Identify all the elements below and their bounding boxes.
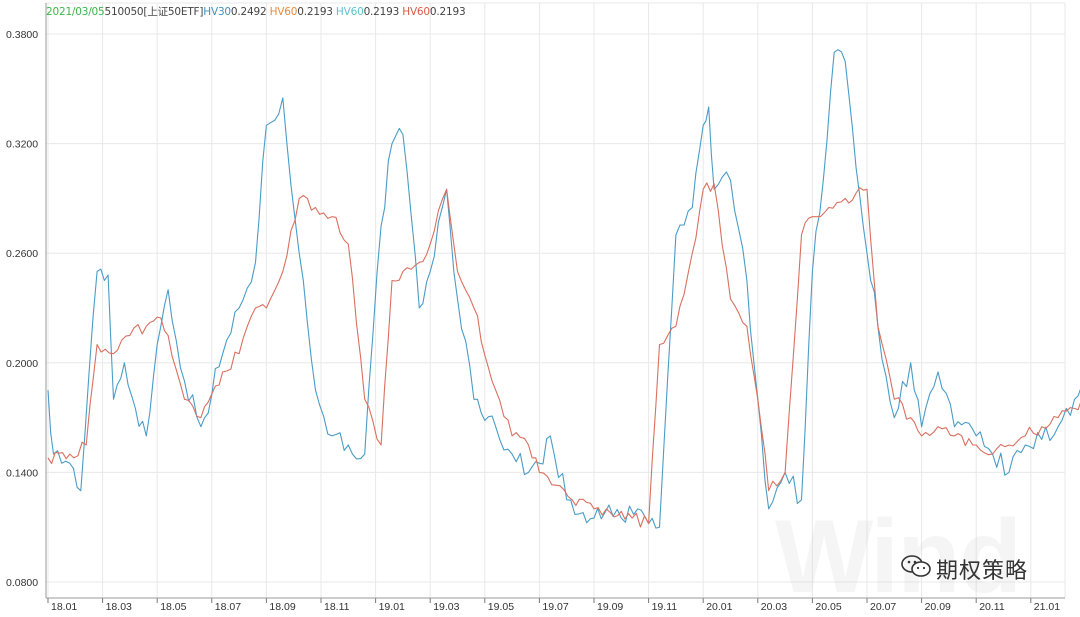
- x-tick-label: 19.01: [379, 601, 405, 613]
- wind-watermark: Wind: [775, 499, 1022, 615]
- legend-hv30-value: 0.2492: [230, 6, 267, 18]
- legend-hv60-value-1: 0.2193: [297, 6, 333, 18]
- x-tick-label: 19.05: [488, 601, 514, 613]
- legend-hv60-label-2: HV60: [335, 6, 364, 18]
- series-line-hv60: [47, 182, 1080, 528]
- y-tick-label: 0.2000: [6, 358, 38, 370]
- legend-hv30-label: HV30: [203, 6, 231, 18]
- x-tick-label: 18.09: [269, 601, 295, 613]
- legend-date: 2021/03/05: [46, 6, 105, 18]
- legend-hv60-value-2: 0.2193: [363, 6, 400, 18]
- x-tick-label: 18.11: [324, 601, 350, 613]
- y-tick-label: 0.0800: [6, 577, 38, 589]
- x-tick-label: 20.11: [979, 601, 1005, 613]
- legend-hv60-label-1: HV60: [269, 6, 298, 18]
- wechat-account-name: 期权策略: [936, 559, 1029, 584]
- y-tick-label: 0.2600: [6, 248, 38, 260]
- y-tick-label: 0.3800: [6, 29, 38, 41]
- x-tick-label: 18.05: [160, 601, 186, 613]
- legend-hv60-value-3: 0.2193: [429, 6, 466, 18]
- x-axis: 18.01 18.03 18.05 18.07 18.09 18.11 19.01 19.03…: [46, 597, 1065, 613]
- x-tick-label: 20.09: [925, 601, 951, 613]
- x-tick-label: 20.07: [870, 601, 896, 613]
- wechat-icon: [901, 555, 931, 577]
- x-tick-label: 19.09: [597, 601, 623, 613]
- x-tick-label: 18.07: [215, 601, 241, 613]
- x-tick-label: 18.03: [106, 601, 132, 613]
- series-line-hv30: [47, 49, 1080, 529]
- x-tick-label: 19.11: [652, 601, 678, 613]
- y-tick-label: 0.3200: [6, 139, 38, 151]
- y-axis: 0.3800 0.3200 0.2600 0.2000 0.1400 0.0800: [6, 3, 47, 598]
- x-tick-label: 19.03: [433, 601, 459, 613]
- legend-hv60-label-3: HV60: [402, 6, 430, 18]
- legend-code: 510050: [104, 6, 144, 18]
- y-tick-label: 0.1400: [6, 467, 38, 479]
- legend-name: [上证50ETF]: [143, 6, 204, 18]
- x-tick-label: 19.07: [542, 601, 568, 613]
- x-tick-label: 20.01: [706, 601, 732, 613]
- x-tick-label: 21.01: [1034, 601, 1060, 613]
- x-tick-label: 20.03: [761, 601, 787, 613]
- x-tick-label: 20.05: [815, 601, 841, 613]
- x-tick-label: 18.01: [51, 601, 77, 613]
- chart-legend: 2021/03/05510050[上证50ETF]HV300.2492 HV60…: [46, 4, 466, 19]
- series-lines: [47, 49, 1080, 529]
